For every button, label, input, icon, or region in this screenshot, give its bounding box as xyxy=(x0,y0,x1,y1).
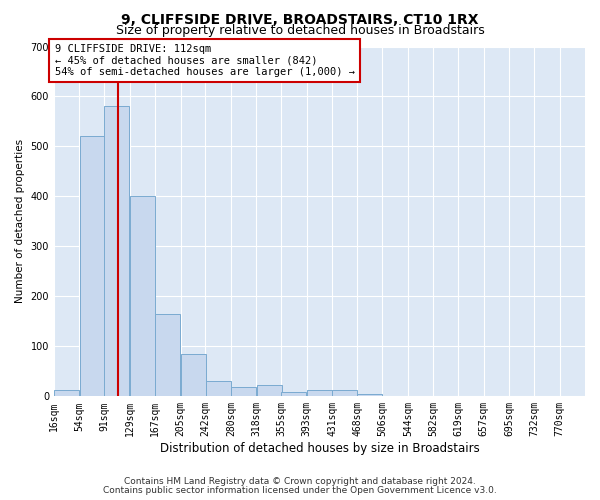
Bar xyxy=(54,390,79,396)
Bar xyxy=(104,106,130,397)
X-axis label: Distribution of detached houses by size in Broadstairs: Distribution of detached houses by size … xyxy=(160,442,479,455)
Bar xyxy=(155,314,181,396)
Bar xyxy=(181,354,206,397)
Text: 9, CLIFFSIDE DRIVE, BROADSTAIRS, CT10 1RX: 9, CLIFFSIDE DRIVE, BROADSTAIRS, CT10 1R… xyxy=(121,12,479,26)
Text: Size of property relative to detached houses in Broadstairs: Size of property relative to detached ho… xyxy=(116,24,484,37)
Bar xyxy=(357,394,382,396)
Bar xyxy=(130,196,155,396)
Text: 9 CLIFFSIDE DRIVE: 112sqm
← 45% of detached houses are smaller (842)
54% of semi: 9 CLIFFSIDE DRIVE: 112sqm ← 45% of detac… xyxy=(55,44,355,77)
Y-axis label: Number of detached properties: Number of detached properties xyxy=(15,140,25,304)
Bar xyxy=(332,390,358,396)
Bar xyxy=(206,382,230,396)
Bar xyxy=(231,388,256,396)
Bar xyxy=(80,136,104,396)
Bar xyxy=(257,386,281,396)
Bar xyxy=(307,390,332,396)
Text: Contains HM Land Registry data © Crown copyright and database right 2024.: Contains HM Land Registry data © Crown c… xyxy=(124,477,476,486)
Bar xyxy=(281,392,307,396)
Text: Contains public sector information licensed under the Open Government Licence v3: Contains public sector information licen… xyxy=(103,486,497,495)
